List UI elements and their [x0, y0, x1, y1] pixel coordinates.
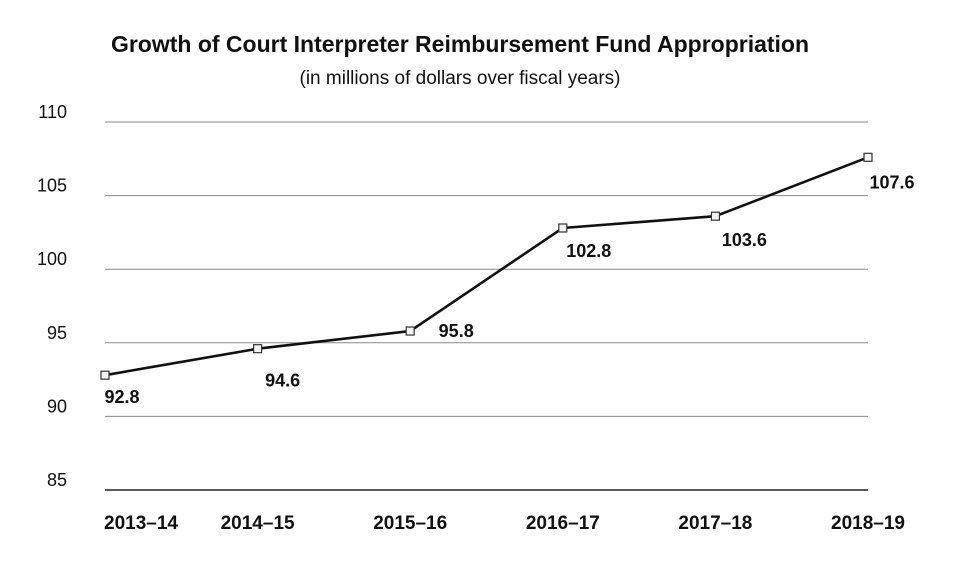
y-tick-label: 95	[47, 323, 67, 343]
x-axis-tick-labels: 2013–14 2014–15 2015–16 2016–17 2017–18 2018–…	[104, 513, 905, 534]
x-tick-label: 2017–18	[678, 513, 752, 534]
data-point-marker	[558, 223, 568, 233]
data-point-marker	[710, 211, 721, 221]
data-markers	[100, 152, 873, 380]
y-tick-label: 110	[38, 102, 67, 122]
data-point-marker	[100, 370, 110, 380]
x-tick-label: 2018–19	[831, 513, 905, 534]
x-tick-label: 2015–16	[373, 513, 447, 534]
data-label: 94.6	[265, 371, 300, 391]
series-line-group	[104, 156, 869, 377]
data-point-marker	[863, 152, 873, 162]
data-label: 103.6	[722, 230, 767, 250]
y-tick-label: 105	[37, 176, 67, 196]
y-tick-label: 100	[37, 249, 67, 269]
chart-title: Growth of Court Interpreter Reimbursemen…	[111, 31, 809, 57]
data-label: 107.6	[869, 172, 914, 192]
series-line	[104, 156, 869, 377]
x-tick-label: 2016–17	[526, 513, 600, 534]
y-tick-label: 90	[47, 396, 67, 416]
data-label: 102.8	[566, 241, 611, 261]
data-point-marker	[253, 344, 263, 354]
gridlines	[105, 121, 868, 491]
data-point-marker	[405, 326, 415, 336]
data-labels: 92.8 94.6 95.8 102.8 103.6 107.6	[104, 172, 914, 407]
data-label: 95.8	[439, 321, 474, 341]
chart-subtitle: (in millions of dollars over fiscal year…	[300, 68, 621, 89]
y-axis-tick-labels: 85 90 95 100 105 110	[37, 102, 67, 490]
x-tick-label: 2013–14	[104, 513, 178, 534]
x-tick-label: 2014–15	[221, 513, 295, 534]
y-tick-label: 85	[47, 470, 67, 490]
data-label: 92.8	[104, 387, 139, 407]
